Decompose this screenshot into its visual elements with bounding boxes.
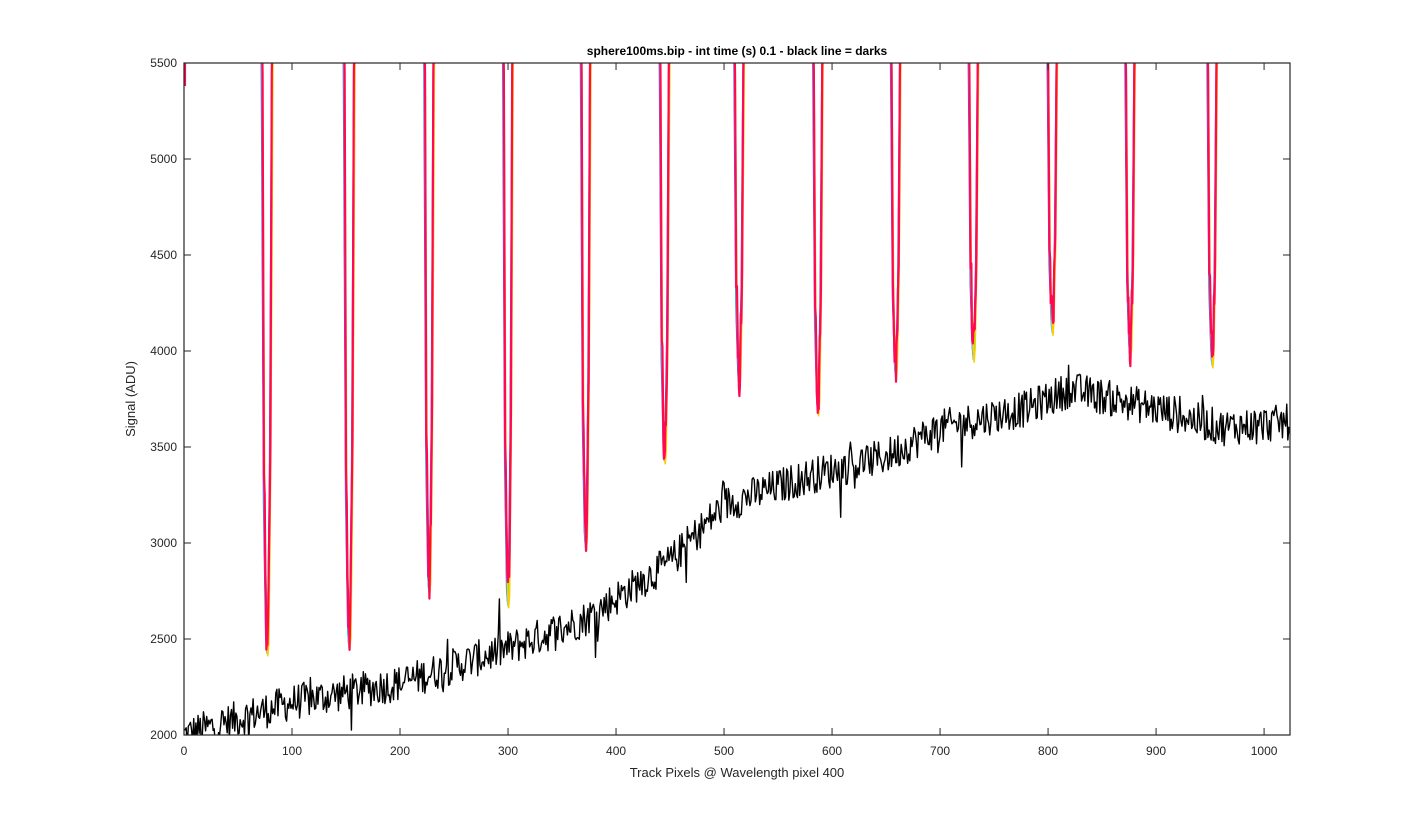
signal-dip — [889, 63, 902, 383]
y-tick-label: 5500 — [150, 56, 177, 70]
signal-line — [1206, 63, 1218, 358]
signal-dip — [1124, 63, 1137, 368]
x-tick-label: 600 — [822, 744, 842, 758]
x-tick-label: 700 — [930, 744, 950, 758]
y-tick-label: 2000 — [150, 728, 177, 742]
x-tick-label: 400 — [606, 744, 626, 758]
signal-dip — [1206, 63, 1219, 369]
signal-line — [343, 63, 356, 651]
signal-dip — [733, 63, 746, 398]
signal-dip — [812, 63, 824, 417]
axes-box — [183, 62, 1291, 736]
darks-line — [184, 364, 1290, 735]
y-tick-label: 4500 — [150, 248, 177, 262]
x-tick-label: 300 — [498, 744, 518, 758]
signal-dip — [260, 63, 274, 657]
signal-line — [580, 63, 592, 553]
signal-line — [261, 63, 274, 651]
x-tick-label: 100 — [282, 744, 302, 758]
signal-line — [1124, 63, 1136, 368]
signal-dip — [658, 63, 671, 465]
y-tick-label: 3000 — [150, 536, 177, 550]
x-tick-label: 800 — [1038, 744, 1058, 758]
signal-dip — [342, 63, 356, 651]
signal-line — [890, 63, 902, 383]
signal-dip — [579, 63, 592, 553]
x-tick-label: 0 — [181, 744, 188, 758]
y-tick-label: 5000 — [150, 152, 177, 166]
signal-dip — [967, 63, 980, 363]
signal-line — [968, 63, 979, 345]
signal-dip — [1046, 63, 1059, 336]
x-tick-label: 200 — [390, 744, 410, 758]
signal-line — [502, 63, 514, 584]
x-tick-label: 1000 — [1251, 744, 1278, 758]
signal-line — [423, 63, 435, 600]
chart-title: sphere100ms.bip - int time (s) 0.1 - bla… — [587, 44, 888, 58]
signal-line — [733, 63, 745, 398]
y-tick-label: 4000 — [150, 344, 177, 358]
x-axis-title: Track Pixels @ Wavelength pixel 400 — [630, 765, 845, 780]
signal-line — [659, 63, 671, 460]
signal-line — [1047, 63, 1058, 324]
signal-dip — [501, 63, 515, 609]
y-tick-label: 3500 — [150, 440, 177, 454]
y-axis-title: Signal (ADU) — [123, 361, 138, 437]
signal-dip — [423, 63, 436, 600]
x-tick-label: 500 — [714, 744, 734, 758]
signal-line — [812, 63, 824, 414]
y-tick-label: 2500 — [150, 632, 177, 646]
x-tick-label: 900 — [1146, 744, 1166, 758]
